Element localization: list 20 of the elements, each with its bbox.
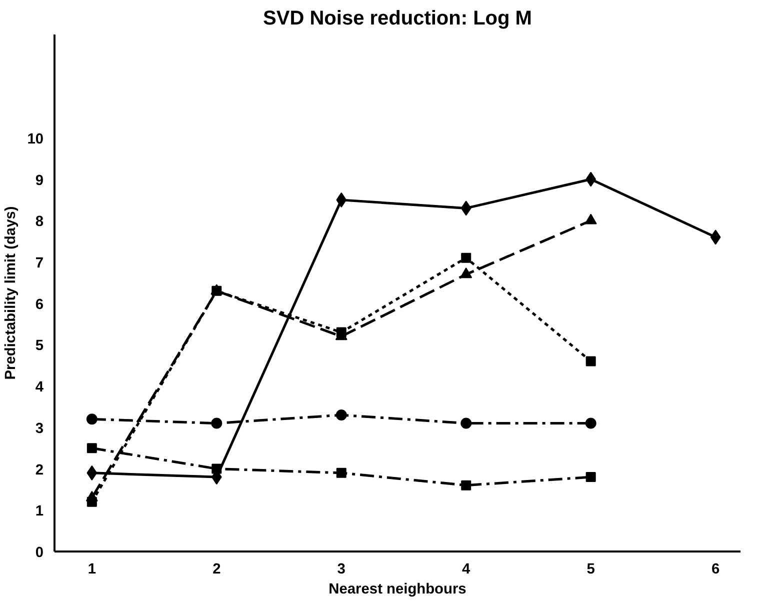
y-axis-title: Predictability limit (days) [3,206,20,380]
x-axis-title: Nearest neighbours [328,582,466,598]
y-tick-label: 6 [35,296,44,313]
y-tick-label: 7 [35,255,44,272]
y-tick-label: 9 [35,172,44,189]
x-tick-label: 3 [337,562,346,578]
x-tick-label: 5 [586,562,595,578]
y-tick-label: 1 [35,504,44,520]
x-tick-label: 1 [88,562,96,578]
y-tick-label: 4 [35,380,44,396]
y-tick-label: 3 [35,420,44,437]
y-tick-label: 8 [35,214,44,230]
x-tick-label: 4 [462,562,472,578]
y-tick-label: 10 [27,131,44,148]
x-tick-label: 2 [212,562,221,578]
y-tick-label: 5 [35,338,44,354]
y-tick-label: 0 [35,545,44,561]
y-tick-label: 2 [35,462,44,478]
chart-title: SVD Noise reduction: Log M [263,8,532,30]
x-tick-label: 6 [711,562,720,578]
